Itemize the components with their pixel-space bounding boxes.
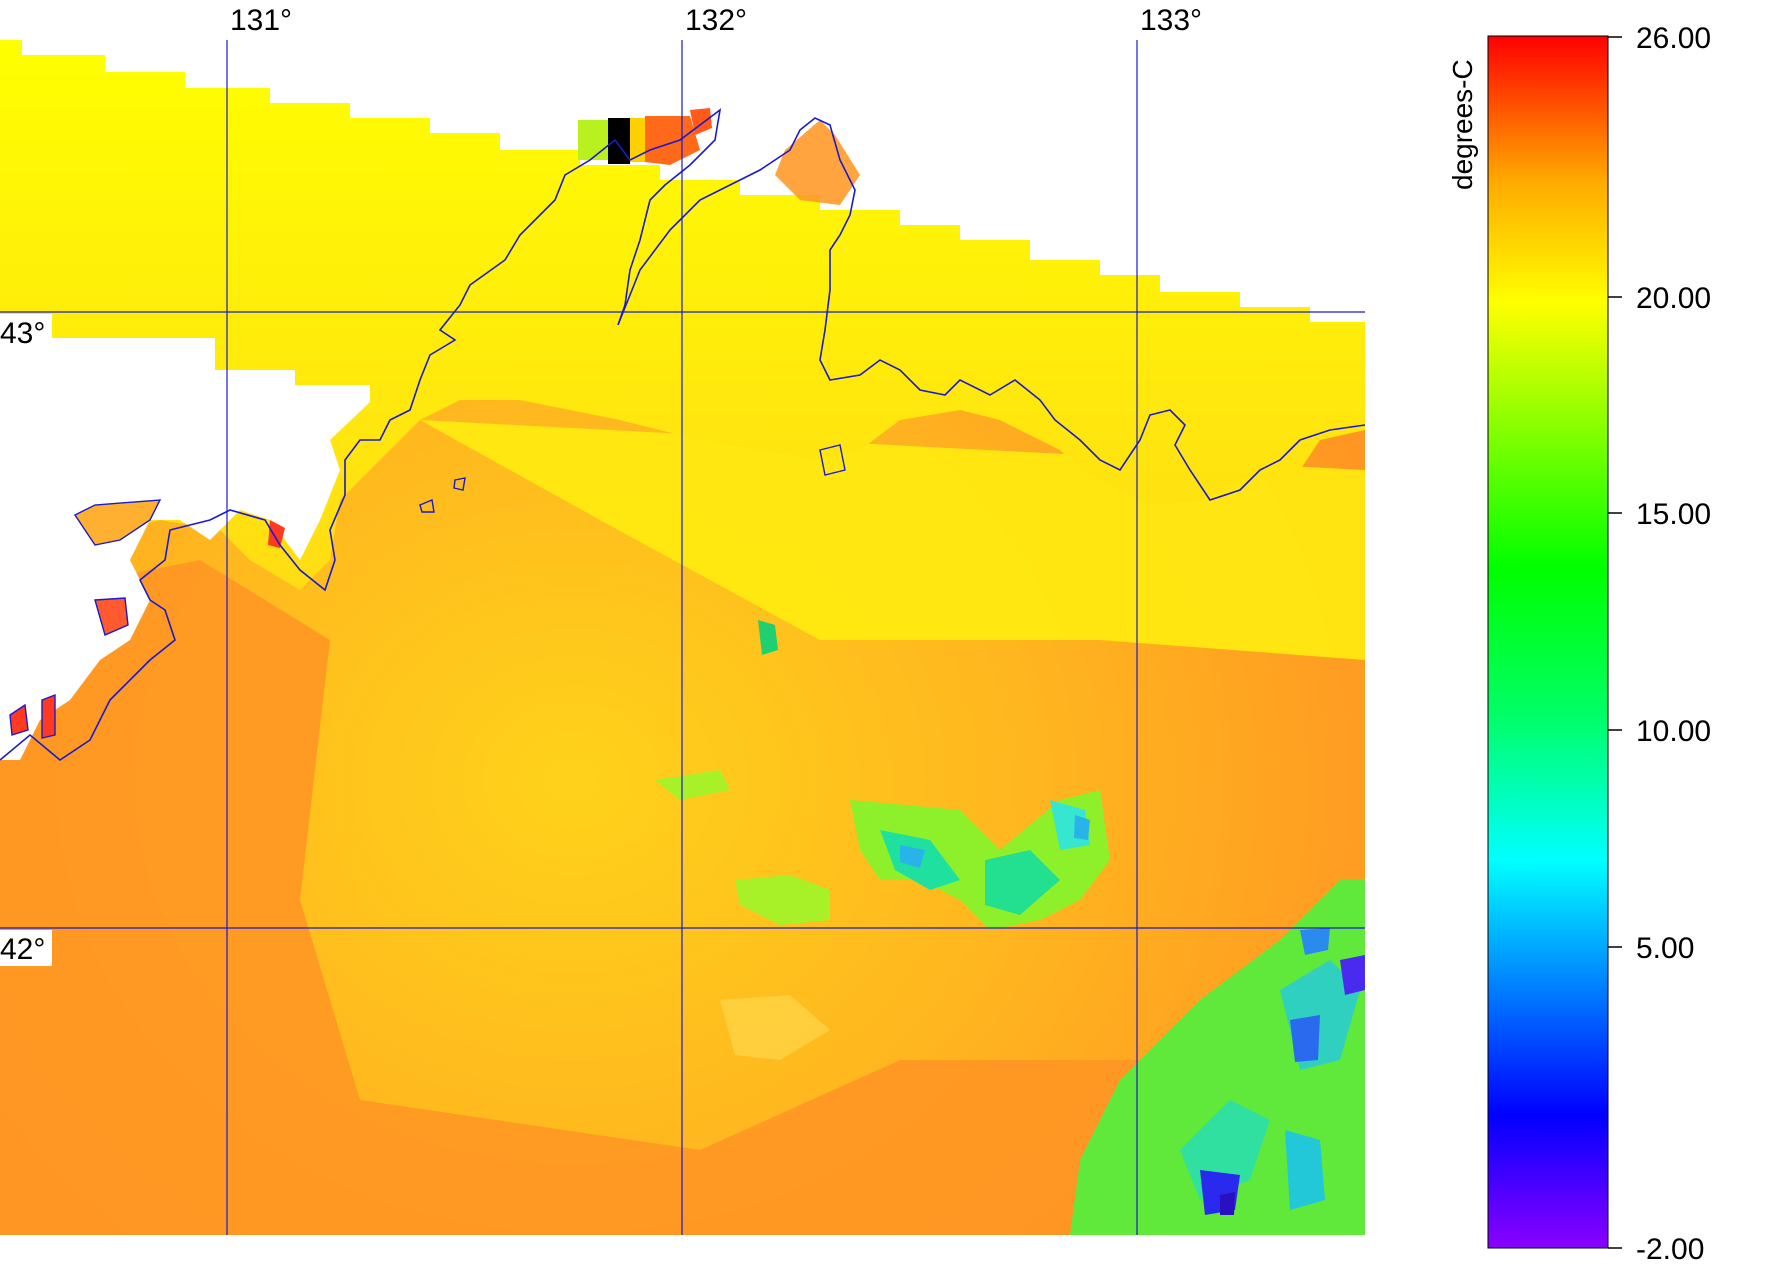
lat-label-43: 43° xyxy=(0,317,45,350)
lat-label-43-bg xyxy=(0,314,52,350)
lat-label-42: 42° xyxy=(0,933,45,966)
cold-patch-south xyxy=(720,995,830,1060)
coastline-islands xyxy=(9,444,846,739)
bay-black-patch xyxy=(608,118,630,164)
bay-green-patch xyxy=(578,120,608,160)
lon-label-131: 131° xyxy=(230,4,292,37)
colorbar-title: degrees-C xyxy=(1447,59,1478,190)
colorbar-tick-minus2: -2.00 xyxy=(1636,1233,1704,1266)
island-warm-a xyxy=(75,500,160,545)
cold-patch-center xyxy=(850,790,1110,930)
colorbar-tick-26: 26.00 xyxy=(1636,22,1711,55)
colorbar-ramp xyxy=(1487,35,1609,1249)
cold-patch-mid xyxy=(655,770,730,800)
east-bay-patch xyxy=(775,120,860,205)
lat-label-42-bg xyxy=(0,930,52,966)
graticule xyxy=(0,40,1365,1235)
warm-water-region xyxy=(0,560,1365,1235)
bay-yellow-patch xyxy=(630,118,645,162)
cold-patch-southeast xyxy=(1070,880,1365,1235)
colorbar-tick-15: 15.00 xyxy=(1636,498,1711,531)
cold-patch-west xyxy=(735,875,830,925)
no-data-area xyxy=(0,330,370,760)
no-data-top xyxy=(0,0,1789,322)
map-bottom-margin xyxy=(0,1235,1370,1272)
colorbar-tick-5: 5.00 xyxy=(1636,932,1694,965)
colorbar-tick-10: 10.00 xyxy=(1636,715,1711,748)
lon-label-133: 133° xyxy=(1140,4,1202,37)
lon-label-132: 132° xyxy=(685,4,747,37)
island-warm-b xyxy=(95,598,128,635)
colorbar: degrees-C 26.00 20.00 15.00 10.00 5.00 -… xyxy=(1447,22,1711,1266)
bay-warm-patch xyxy=(645,116,700,165)
colorbar-tick-20: 20.00 xyxy=(1636,282,1711,315)
island-warm-e xyxy=(42,695,55,738)
cold-patch-small xyxy=(758,620,778,655)
coastline xyxy=(0,108,1366,761)
island-warm-c xyxy=(268,520,285,548)
